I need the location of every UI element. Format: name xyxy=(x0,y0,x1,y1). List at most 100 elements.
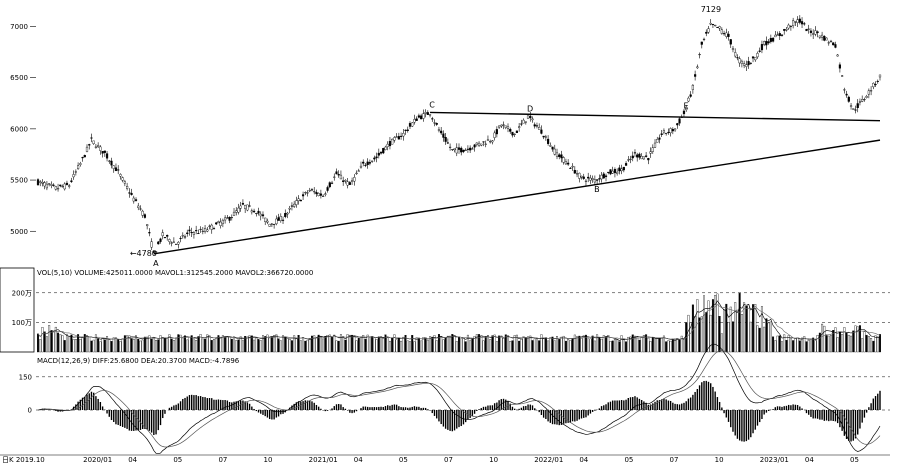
x-tick-label: 07 xyxy=(670,456,679,463)
candle-body xyxy=(208,225,211,227)
candle-body xyxy=(81,157,84,159)
volume-bar xyxy=(843,327,846,353)
candle-body xyxy=(404,129,407,131)
candle-body xyxy=(337,174,340,176)
volume-bar xyxy=(277,338,280,353)
volume-bar xyxy=(518,340,521,353)
candle-body xyxy=(720,29,723,34)
volume-bar xyxy=(662,335,665,353)
volume-bar xyxy=(201,338,204,353)
candle-body xyxy=(847,96,850,102)
candle-body xyxy=(217,221,220,223)
volume-bar xyxy=(324,336,327,353)
volume-bar xyxy=(181,337,184,353)
volume-bar xyxy=(649,341,652,353)
candle-body xyxy=(714,24,717,27)
volume-bar xyxy=(380,336,383,353)
candle-body xyxy=(239,205,242,209)
volume-bar xyxy=(825,334,828,353)
volume-bar xyxy=(230,338,233,353)
volume-bar xyxy=(451,334,454,353)
volume-bar xyxy=(703,295,706,353)
volume-bar xyxy=(756,325,759,353)
candle-body xyxy=(90,137,93,139)
annotation-A: A xyxy=(153,259,159,268)
candle-body xyxy=(575,173,579,175)
candle-body xyxy=(587,176,590,179)
candle-body xyxy=(386,143,389,147)
volume-bar xyxy=(384,334,387,353)
candle-body xyxy=(281,219,285,221)
candle-body xyxy=(195,230,198,232)
candle-body xyxy=(88,144,91,146)
candle-body xyxy=(849,105,853,107)
volume-bar xyxy=(422,337,425,353)
candle-body xyxy=(295,200,298,205)
volume-bar xyxy=(377,336,380,353)
volume-bar xyxy=(72,339,75,353)
volume-bar xyxy=(192,338,195,353)
candle-body xyxy=(101,151,104,154)
volume-bar xyxy=(440,336,443,353)
volume-bar xyxy=(678,339,681,353)
candle-body xyxy=(640,156,643,160)
candle-body xyxy=(344,179,347,182)
volume-bar xyxy=(491,335,494,353)
volume-bar xyxy=(718,316,721,353)
candle-body xyxy=(313,191,316,193)
volume-bar xyxy=(259,340,262,353)
candle-body xyxy=(411,122,414,127)
volume-bar xyxy=(794,338,797,353)
candle-body xyxy=(698,54,701,56)
volume-bar xyxy=(442,339,445,353)
candle-body xyxy=(638,153,641,158)
volume-bar xyxy=(509,341,512,353)
candle-body xyxy=(678,118,681,124)
volume-bar xyxy=(504,334,507,353)
candle-body xyxy=(814,30,817,35)
volume-bar xyxy=(435,340,438,353)
volume-bar xyxy=(237,339,240,353)
volume-bar xyxy=(250,335,253,353)
volume-bar xyxy=(402,336,405,353)
candle-body xyxy=(146,224,149,227)
candle-body xyxy=(420,115,423,120)
candle-body xyxy=(230,217,233,219)
candle-body xyxy=(769,37,772,42)
volume-bar xyxy=(79,339,82,353)
volume-bar xyxy=(146,336,149,353)
candle-body xyxy=(68,185,71,187)
volume-bar xyxy=(520,339,523,353)
candle-body xyxy=(448,146,452,148)
candle-body xyxy=(578,172,581,179)
candle-body xyxy=(433,122,436,124)
macd-header: MACD(12,26,9) DIFF:25.6800 DEA:20.3700 M… xyxy=(37,357,240,365)
candle-body xyxy=(482,141,485,143)
volume-bar xyxy=(689,322,692,353)
candle-body xyxy=(232,211,236,216)
candle-body xyxy=(486,139,490,141)
candle-body xyxy=(179,237,182,239)
volume-bar xyxy=(576,336,579,353)
candle-body xyxy=(758,50,761,52)
candle-body xyxy=(582,176,585,179)
volume-bar xyxy=(54,326,57,353)
candle-body xyxy=(130,192,133,195)
candle-body xyxy=(382,148,385,154)
candle-body xyxy=(872,82,875,88)
candle-body xyxy=(103,150,106,153)
candle-body xyxy=(444,137,447,142)
candle-body xyxy=(558,154,561,158)
volume-bar xyxy=(867,336,870,353)
volume-bar xyxy=(108,339,111,353)
volume-bar xyxy=(625,341,628,353)
candle-body xyxy=(645,155,648,157)
volume-bar xyxy=(413,341,416,353)
candle-body xyxy=(166,234,169,237)
volume-bar xyxy=(582,335,585,353)
candle-body xyxy=(335,171,338,175)
candle-body xyxy=(856,103,859,109)
candle-body xyxy=(869,90,873,92)
candle-body xyxy=(286,212,289,215)
candle-body xyxy=(110,160,113,166)
